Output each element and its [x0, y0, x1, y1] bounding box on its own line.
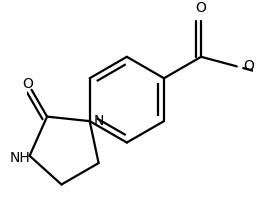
- Text: O: O: [244, 59, 254, 73]
- Text: O: O: [196, 1, 206, 15]
- Text: N: N: [94, 114, 104, 128]
- Text: O: O: [23, 77, 33, 91]
- Text: NH: NH: [10, 151, 31, 165]
